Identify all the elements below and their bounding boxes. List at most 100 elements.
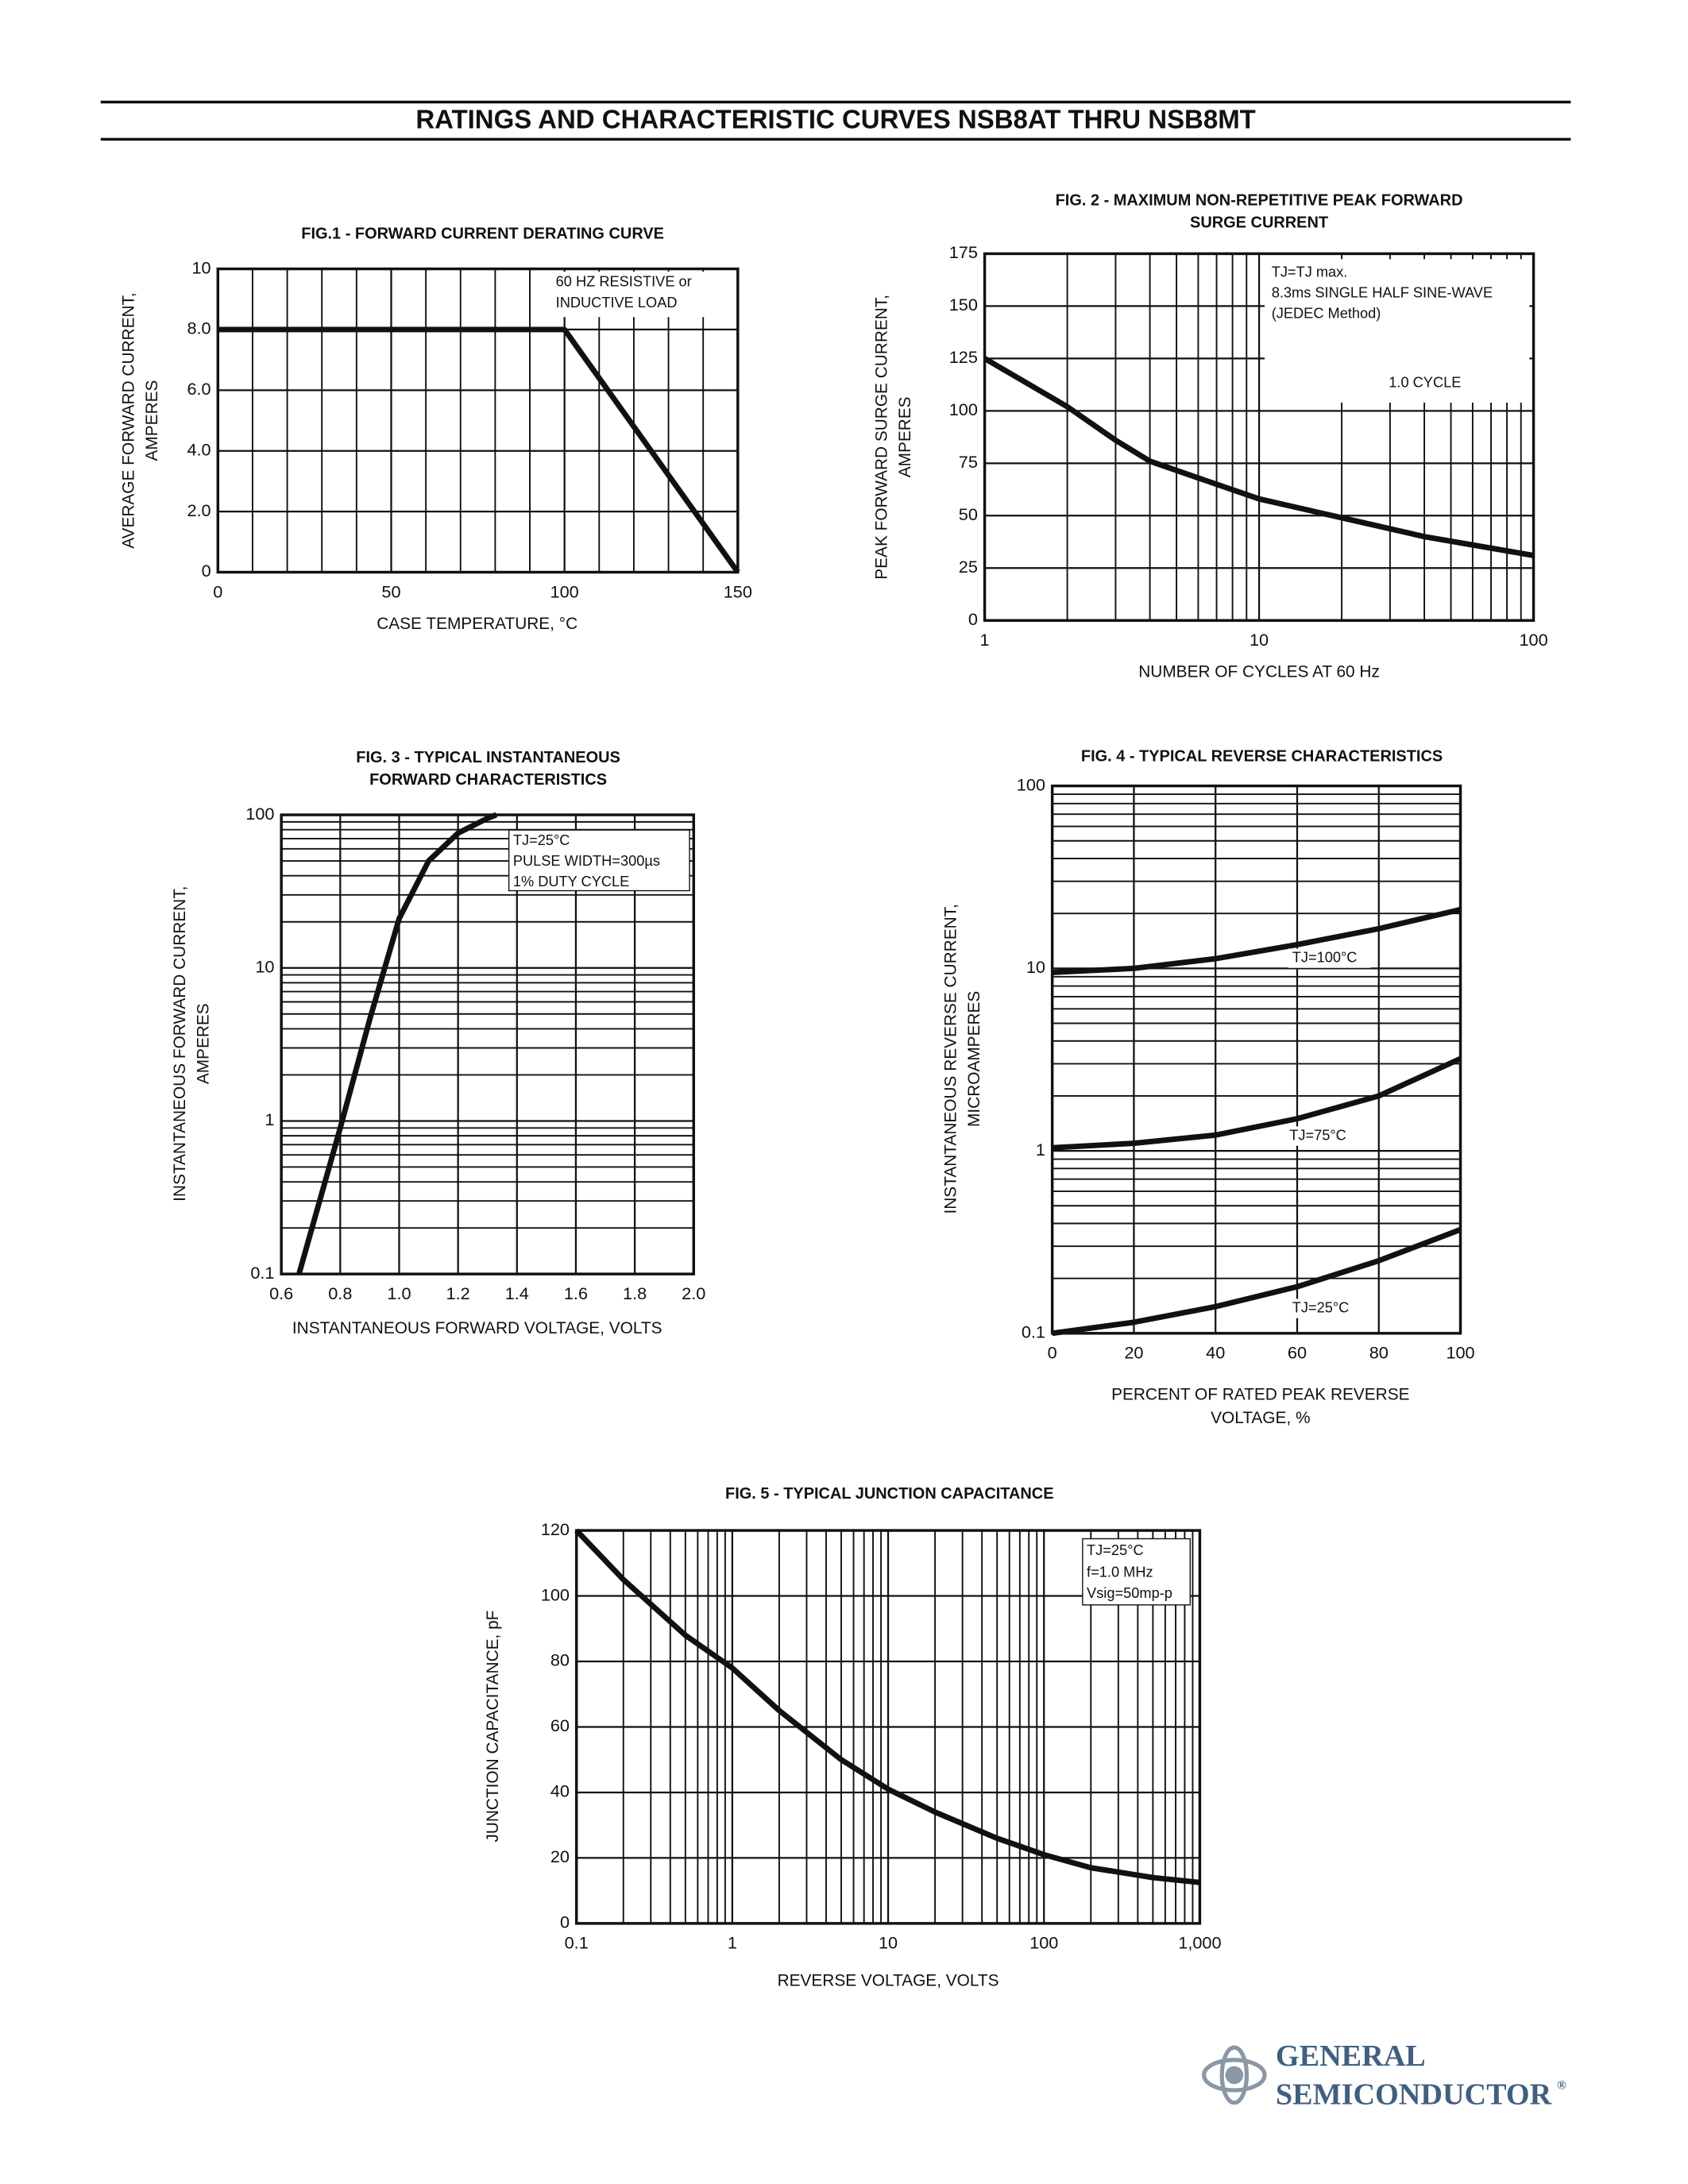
x-tick-label: 10 (879, 1933, 898, 1953)
data-line (983, 356, 1535, 558)
y-tick-label: 2.0 (187, 500, 211, 520)
annotation: TJ=TJ max. (1272, 264, 1348, 280)
y-tick-label: 0 (202, 561, 211, 581)
x-tick-label: 0.1 (565, 1933, 589, 1953)
x-tick-label: 80 (1369, 1343, 1389, 1363)
y-tick-label: 0.1 (1022, 1322, 1045, 1342)
plot-frame (983, 252, 1535, 622)
figure-title: FIG. 5 - TYPICAL JUNCTION CAPACITANCE (725, 1485, 1054, 1503)
logo-text: GENERAL (1276, 2039, 1426, 2073)
y-tick-label: 1 (265, 1109, 274, 1129)
x-tick-label: 20 (1124, 1343, 1143, 1363)
annotation: 1.0 CYCLE (1389, 374, 1461, 390)
data-line (1052, 1055, 1462, 1151)
x-tick-label: 0 (213, 581, 222, 601)
x-tick-label: 60 (1288, 1343, 1307, 1363)
x-axis-label: NUMBER OF CYCLES AT 60 Hz (1138, 663, 1380, 681)
annotation: 8.3ms SINGLE HALF SINE-WAVE (1272, 285, 1493, 301)
series-label-box (1288, 948, 1371, 968)
data-line (296, 812, 498, 1275)
y-tick-label: 0.1 (250, 1263, 274, 1283)
x-tick-label: 2.0 (682, 1283, 705, 1303)
annotation: INDUCTIVE LOAD (556, 295, 678, 311)
data-line (574, 1528, 1200, 1885)
y-tick-label: 175 (949, 242, 978, 262)
x-tick-label: 1 (980, 630, 990, 650)
figure-title: FIG. 4 - TYPICAL REVERSE CHARACTERISTICS (1081, 747, 1443, 765)
x-tick-label: 50 (381, 581, 400, 601)
x-tick-label: 100 (550, 581, 579, 601)
y-tick-label: 125 (949, 347, 978, 367)
x-tick-label: 40 (1206, 1343, 1225, 1363)
x-tick-label: 100 (1519, 630, 1547, 650)
logo-mark: ® (1557, 2078, 1566, 2092)
series-label-box (1285, 1126, 1369, 1146)
figure-title: FORWARD CHARACTERISTICS (369, 771, 607, 789)
y-tick-label: 10 (255, 956, 274, 976)
plot-frame (574, 1529, 1202, 1925)
x-tick-label: 0 (1048, 1343, 1057, 1363)
y-tick-label: 75 (959, 452, 978, 472)
series-label-box (1288, 1298, 1371, 1318)
x-axis-label: CASE TEMPERATURE, °C (377, 615, 577, 633)
x-tick-label: 1.4 (505, 1283, 529, 1303)
y-axis-label: AVERAGE FORWARD CURRENT, (120, 292, 138, 548)
figure-title: FIG. 3 - TYPICAL INSTANTANEOUS (356, 749, 620, 766)
plot-frame (216, 267, 740, 574)
series-label: TJ=25°C (1292, 1299, 1350, 1315)
x-axis-label: REVERSE VOLTAGE, VOLTS (778, 1971, 999, 1989)
y-tick-label: 150 (949, 295, 978, 314)
annotation-box (1265, 259, 1530, 403)
logo-icon (1202, 2045, 1267, 2105)
annotation-box (1082, 1538, 1191, 1606)
logo-text: SEMICONDUCTOR (1276, 2078, 1552, 2111)
figure-title: SURGE CURRENT (1190, 214, 1328, 232)
annotation: Vsig=50mp-p (1087, 1585, 1172, 1601)
data-line (1052, 1227, 1462, 1337)
annotation: f=1.0 MHz (1087, 1565, 1153, 1580)
y-axis-label: PEAK FORWARD SURGE CURRENT, (873, 295, 891, 580)
data-line (218, 326, 740, 574)
y-tick-label: 20 (550, 1846, 570, 1866)
y-tick-label: 1 (1036, 1140, 1045, 1160)
x-tick-label: 1.2 (446, 1283, 470, 1303)
x-tick-label: 0.6 (269, 1283, 293, 1303)
x-tick-label: 1 (728, 1933, 737, 1953)
series-label: TJ=75°C (1289, 1127, 1346, 1143)
annotation: 1% DUTY CYCLE (513, 874, 629, 889)
y-tick-label: 0 (560, 1912, 570, 1932)
annotation: TJ=25°C (1087, 1542, 1144, 1558)
annotation: (JEDEC Method) (1272, 306, 1381, 322)
figure-title: FIG. 2 - MAXIMUM NON-REPETITIVE PEAK FOR… (1056, 192, 1463, 210)
y-axis-label: INSTANTANEOUS FORWARD CURRENT, (171, 886, 189, 1202)
figure-title: FIG.1 - FORWARD CURRENT DERATING CURVE (301, 225, 664, 242)
x-axis-label: PERCENT OF RATED PEAK REVERSE (1111, 1385, 1409, 1403)
data-line (1052, 906, 1462, 975)
y-tick-label: 8.0 (187, 318, 211, 338)
y-tick-label: 80 (550, 1650, 570, 1670)
y-tick-label: 25 (959, 557, 978, 577)
x-tick-label: 1.6 (564, 1283, 588, 1303)
x-tick-label: 10 (1250, 630, 1269, 650)
y-axis-label: JUNCTION CAPACITANCE, pF (484, 1611, 502, 1843)
y-tick-label: 40 (550, 1781, 570, 1801)
y-tick-label: 100 (1017, 774, 1045, 794)
x-axis-label: INSTANTANEOUS FORWARD VOLTAGE, VOLTS (292, 1319, 662, 1337)
y-axis-label: AMPERES (896, 396, 914, 477)
plot-frame (1050, 784, 1462, 1335)
series-label: TJ=100°C (1292, 949, 1358, 965)
plot-frame (280, 813, 695, 1275)
x-axis-label: VOLTAGE, % (1211, 1409, 1310, 1427)
x-tick-label: 1.8 (623, 1283, 647, 1303)
y-tick-label: 10 (1026, 957, 1045, 977)
y-axis-label: AMPERES (194, 1003, 212, 1084)
annotation-box (508, 829, 690, 892)
x-tick-label: 150 (724, 581, 752, 601)
y-axis-label: INSTANTANEOUS REVERSE CURRENT, (941, 904, 960, 1214)
y-tick-label: 100 (541, 1584, 570, 1604)
x-tick-label: 100 (1029, 1933, 1058, 1953)
y-tick-label: 60 (550, 1715, 570, 1735)
y-axis-label: MICROAMPERES (965, 991, 983, 1127)
